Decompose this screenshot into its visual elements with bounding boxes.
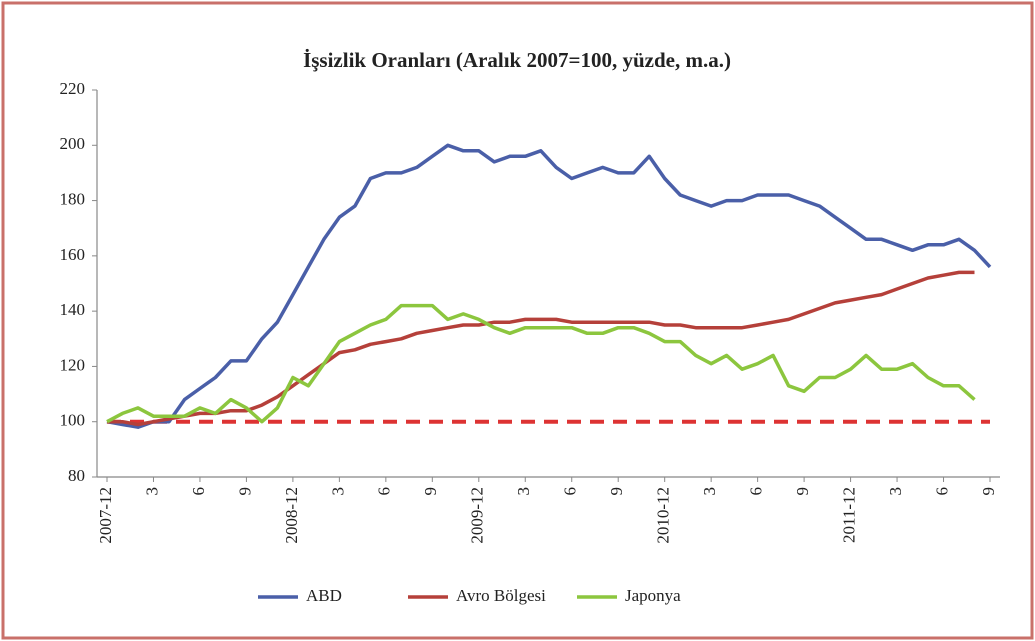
y-tick-label: 200	[60, 134, 86, 153]
x-tick-label: 2009-12	[468, 487, 487, 544]
y-tick-label: 220	[60, 79, 86, 98]
x-tick-label: 3	[142, 487, 161, 496]
x-tick-label: 6	[747, 487, 766, 496]
y-tick-label: 120	[60, 355, 86, 374]
legend-label: Avro Bölgesi	[456, 586, 546, 605]
legend-label: Japonya	[625, 586, 681, 605]
y-tick-label: 160	[60, 245, 86, 264]
series-line	[106, 143, 992, 429]
x-tick-label: 9	[421, 487, 440, 496]
legend-label: ABD	[306, 586, 342, 605]
x-tick-label: 2010-12	[654, 487, 673, 544]
x-tick-label: 9	[235, 487, 254, 496]
x-tick-label: 9	[793, 487, 812, 496]
x-tick-label: 9	[607, 487, 626, 496]
x-tick-label: 3	[514, 487, 533, 496]
y-tick-label: 100	[60, 411, 86, 430]
x-tick-label: 3	[328, 487, 347, 496]
x-tick-label: 9	[979, 487, 998, 496]
y-tick-label: 180	[60, 189, 86, 208]
y-tick-label: 140	[60, 300, 86, 319]
x-tick-label: 2007-12	[96, 487, 115, 544]
series-line	[106, 303, 976, 424]
series-line	[107, 270, 975, 427]
x-tick-label: 3	[700, 487, 719, 496]
x-tick-label: 2011-12	[839, 487, 858, 543]
y-tick-label: 80	[68, 466, 85, 485]
x-tick-label: 6	[375, 487, 394, 496]
x-tick-label: 3	[886, 487, 905, 496]
chart-title: İşsizlik Oranları (Aralık 2007=100, yüzd…	[303, 48, 731, 72]
x-tick-label: 6	[189, 487, 208, 496]
x-tick-label: 6	[932, 487, 951, 496]
x-tick-label: 2008-12	[282, 487, 301, 544]
x-tick-label: 6	[561, 487, 580, 496]
